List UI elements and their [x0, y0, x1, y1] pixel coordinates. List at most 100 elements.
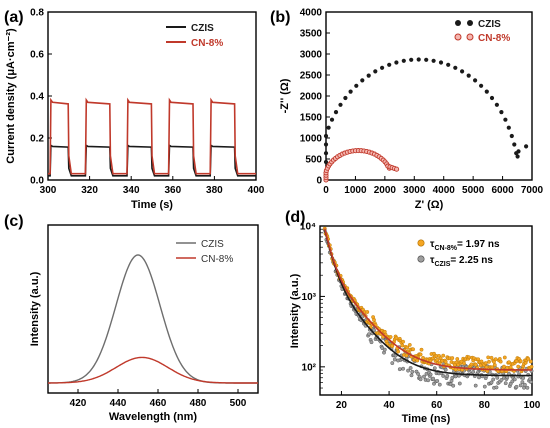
c-xtick-label: 440 [110, 398, 127, 409]
d-fit-line-czis [324, 229, 532, 377]
d-cn-point [518, 359, 523, 363]
d-cn-point [405, 345, 410, 350]
d-czis-point [369, 340, 374, 345]
d-czis-point [410, 369, 415, 374]
b-ytick-label: 4000 [300, 8, 323, 19]
panel-a-axes: 300 320 340 360 380 400 0.0 0.2 0.4 0.6 0.8 [30, 8, 265, 197]
d-cn-point [450, 356, 455, 360]
d-cn-point [529, 364, 534, 369]
legend-label-cn-d: τCN-8%= 1.97 ns [430, 239, 500, 252]
d-czis-point [525, 385, 530, 390]
d-czis-point [416, 371, 420, 376]
a-ytick-label: 0.8 [30, 8, 44, 19]
panel-d-xlabel: Time (ns) [402, 413, 451, 425]
panel-a-legend: CZIS CN-8% [166, 23, 223, 49]
legend-label-cn-c: CN-8% [201, 254, 233, 265]
b-czis-point [323, 133, 329, 139]
panel-c-series [48, 254, 258, 384]
panel-c-label: (c) [4, 213, 24, 230]
b-ytick-label: 2000 [300, 92, 323, 103]
b-czis-point [512, 142, 517, 147]
d-czis-point [406, 368, 410, 373]
panel-b-xlabel: Z' (Ω) [415, 199, 444, 211]
d-cn-point [365, 310, 370, 314]
d-cn-point [419, 347, 424, 352]
b-czis-point [323, 151, 329, 156]
d-czis-point [503, 381, 508, 386]
legend-marker-czis-d [417, 255, 425, 263]
a-ytick-label: 0.4 [30, 92, 44, 103]
legend-marker-cn-d [417, 239, 425, 247]
panel-a: (a) 300 320 340 360 380 400 0.0 0.2 0.4 0.6 0.8 CZ… [4, 8, 265, 212]
d-czis-point [514, 384, 519, 389]
legend-marker-czis-b [455, 20, 461, 26]
panel-a-series [48, 97, 256, 177]
b-xtick-label: 2000 [374, 185, 397, 196]
d-cn-point [372, 317, 376, 322]
d-czis-point [521, 376, 526, 380]
a-xtick-label: 320 [81, 185, 98, 196]
d-czis-point [401, 366, 405, 371]
d-czis-point [435, 379, 440, 383]
b-ytick-label: 2500 [300, 71, 323, 82]
d-czis-point [426, 378, 430, 383]
b-czis-point [416, 57, 421, 62]
panel-c-legend: CZIS CN-8% [176, 239, 233, 265]
d-cn-point [404, 353, 409, 358]
d-cn-point [493, 357, 498, 362]
d-cn-point [473, 362, 478, 367]
d-czis-point [422, 374, 426, 379]
b-czis-point [387, 62, 392, 67]
d-czis-point [491, 377, 496, 382]
a-ytick-label: 0.0 [30, 176, 44, 187]
panel-b: (b) 0 1000 2000 3000 4000 5000 6000 7000 0 500 100… [270, 8, 544, 212]
d-ytick-label: 10⁴ [300, 222, 316, 233]
b-ytick-label: 3000 [300, 50, 323, 61]
a-xtick-label: 340 [123, 185, 140, 196]
b-czis-point [453, 65, 458, 70]
d-czis-point [367, 332, 371, 337]
b-czis-point [348, 89, 353, 94]
b-czis-point [524, 144, 529, 149]
c-xtick-label: 500 [230, 398, 247, 409]
b-xtick-label: 0 [323, 185, 329, 196]
b-czis-point [409, 57, 414, 62]
legend-label-czis-c: CZIS [201, 239, 224, 250]
legend-cn-d-value: = 1.97 ns [457, 239, 500, 250]
d-czis-point [443, 367, 448, 372]
b-czis-point [338, 102, 343, 107]
d-cn-point [400, 343, 405, 348]
d-cn-point [441, 353, 446, 358]
b-czis-point [484, 89, 489, 94]
c-series-line-czis [48, 254, 258, 384]
panel-c-ylabel: Intensity (a.u.) [29, 271, 41, 346]
b-czis-point [466, 73, 471, 78]
d-xtick-label: 40 [384, 400, 396, 411]
legend-czis-d-sub: CZIS [434, 261, 450, 268]
panel-d-frame [319, 225, 533, 396]
d-cn-point [489, 355, 494, 360]
b-czis-point [516, 149, 521, 154]
d-cn-point [502, 364, 506, 369]
b-xtick-label: 3000 [403, 185, 426, 196]
d-cn-point [516, 364, 521, 369]
a-series-line-cn [48, 97, 256, 175]
b-czis-point [499, 110, 504, 115]
d-czis-point [471, 370, 476, 374]
d-czis-point [512, 377, 517, 382]
b-czis-point [323, 159, 329, 165]
d-cn-point [498, 359, 503, 364]
d-cn-point [418, 352, 423, 357]
d-cn-point [411, 347, 415, 352]
d-cn-point [407, 342, 412, 347]
b-czis-point [431, 58, 436, 63]
c-xtick-label: 480 [190, 398, 207, 409]
b-czis-point [401, 58, 406, 63]
d-cn-point [484, 365, 489, 370]
b-ytick-label: 1500 [300, 113, 323, 124]
d-czis-point [518, 383, 523, 388]
legend-label-czis-d: τCZIS= 2.25 ns [430, 255, 493, 268]
d-czis-point [432, 366, 437, 371]
